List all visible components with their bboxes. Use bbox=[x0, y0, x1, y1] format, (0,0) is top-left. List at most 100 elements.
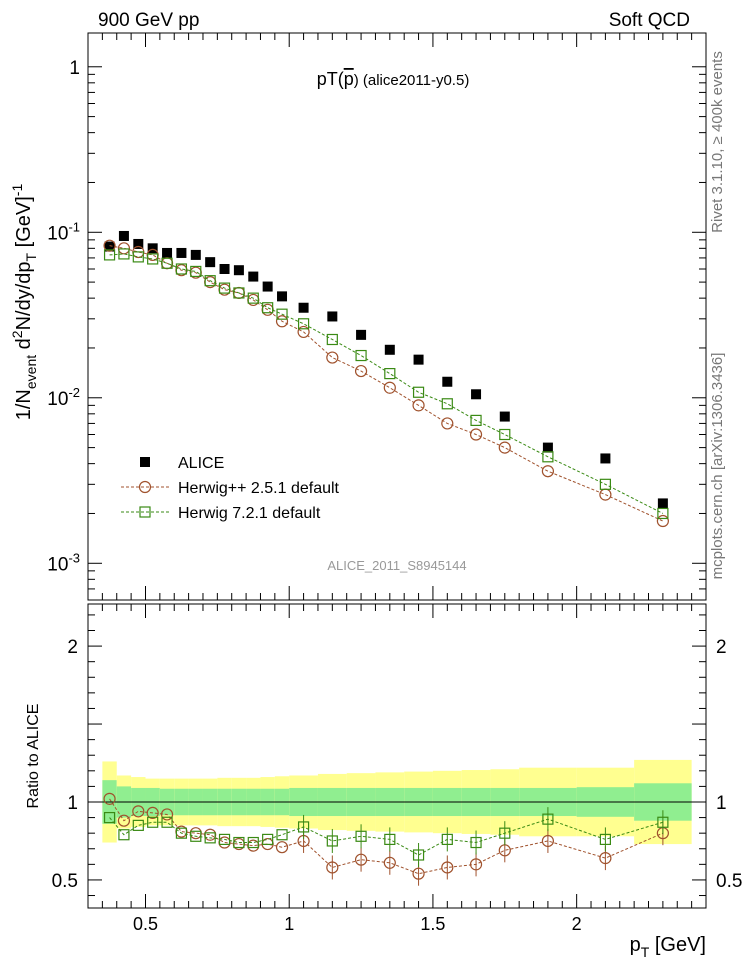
y-tick-label: 1 bbox=[69, 58, 80, 79]
ratio-y-tick-label: 2 bbox=[67, 637, 78, 658]
title-rest: ) (alice2011-y0.5) bbox=[354, 72, 470, 89]
mc-point-herwig7 bbox=[247, 292, 259, 304]
ratio-point-herwigpp bbox=[599, 852, 612, 865]
ratio-point-herwigpp bbox=[146, 806, 159, 820]
ratio-y-tick-label-right: 2 bbox=[716, 637, 727, 658]
mc-point-herwig7 bbox=[412, 386, 425, 398]
mc-point-herwig7 bbox=[542, 451, 554, 463]
ratio-point-herwigpp bbox=[204, 828, 217, 841]
data-point-alice bbox=[542, 442, 553, 453]
data-point-alice bbox=[442, 376, 453, 387]
ylabel-f: T bbox=[23, 252, 39, 261]
mc-point-herwig7 bbox=[499, 428, 511, 441]
ratio-point-herwigpp bbox=[117, 814, 131, 827]
ylabel-g: [GeV] bbox=[13, 196, 35, 253]
data-point-alice bbox=[176, 247, 187, 258]
mcplots-label: mcplots.cern.ch [arXiv:1306.3436] bbox=[709, 353, 726, 580]
data-point-alice bbox=[219, 263, 230, 274]
ratio-y-tick-label-right: 0.5 bbox=[716, 871, 742, 892]
ratio-point-herwig7 bbox=[412, 849, 425, 861]
data-point-alice bbox=[298, 302, 309, 313]
header-left: 900 GeV pp bbox=[98, 10, 199, 31]
ylabel-a: 1/N bbox=[13, 389, 35, 420]
ratio-point-herwig7 bbox=[262, 833, 274, 846]
header-right: Soft QCD bbox=[609, 10, 690, 31]
mc-point-herwigpp bbox=[541, 465, 555, 478]
ratio-point-herwig7 bbox=[190, 830, 202, 842]
mc-point-herwig7 bbox=[262, 302, 274, 314]
mc-point-herwig7 bbox=[355, 349, 367, 362]
mc-point-herwig7 bbox=[118, 248, 130, 260]
mc-point-herwigpp bbox=[441, 417, 454, 430]
ratio-point-herwig7 bbox=[175, 827, 188, 839]
ratio-point-herwig7 bbox=[499, 827, 511, 839]
mc-point-herwig7 bbox=[599, 478, 611, 490]
ratio-point-herwig7 bbox=[118, 829, 130, 841]
ylabel-d: 2 bbox=[9, 330, 25, 338]
ratio-frame bbox=[87, 603, 707, 909]
data-point-alice bbox=[356, 329, 367, 340]
ratio-point-herwig7 bbox=[384, 833, 396, 846]
ratio-point-herwig7 bbox=[355, 830, 367, 842]
main-panel: 1 10-1 10-2 10-3 ALICE Herwig++ 2.5.1 default… bbox=[47, 32, 707, 601]
mc-point-herwig7 bbox=[470, 414, 482, 427]
ratio-point-herwigpp bbox=[383, 856, 396, 869]
plot-texts: 900 GeV pp Soft QCD Rivet 3.1.10, ≥ 400k… bbox=[9, 10, 726, 960]
mc-point-herwig7 bbox=[161, 257, 173, 269]
ratio-point-herwig7 bbox=[297, 821, 310, 833]
main-frame bbox=[87, 32, 707, 601]
mc-point-herwig7 bbox=[233, 287, 245, 299]
chart-title: pT(p) (alice2011-y0.5) bbox=[317, 69, 470, 89]
ratio-point-herwigpp bbox=[412, 867, 425, 880]
legend-label: Herwig++ 2.5.1 default bbox=[178, 480, 340, 497]
title-pbar: p bbox=[344, 69, 354, 89]
mc-point-herwig7 bbox=[204, 275, 216, 287]
mc-point-herwigpp bbox=[297, 325, 310, 339]
mc-point-herwig7 bbox=[175, 263, 188, 275]
data-point-alice bbox=[147, 243, 158, 254]
data-point-alice bbox=[384, 344, 395, 355]
ratio-y-label: Ratio to ALICE bbox=[25, 704, 42, 809]
rivet-label: Rivet 3.1.10, ≥ 400k events bbox=[709, 51, 726, 233]
ylabel-c: d bbox=[13, 338, 35, 355]
ratio-point-herwig7 bbox=[247, 836, 259, 849]
mc-point-herwigpp bbox=[498, 441, 511, 454]
x-tick-label: 1.5 bbox=[420, 914, 445, 934]
mc-point-herwig7 bbox=[384, 367, 396, 380]
data-point-alice bbox=[133, 238, 144, 249]
x-tick-label: 2 bbox=[572, 914, 582, 934]
mc-point-herwigpp bbox=[412, 399, 425, 412]
ratio-point-herwigpp bbox=[541, 834, 555, 848]
ratio-point-herwigpp bbox=[326, 861, 339, 874]
title-main: pT( bbox=[317, 69, 344, 89]
ratio-point-herwigpp bbox=[469, 858, 483, 871]
data-point-alice bbox=[262, 281, 273, 292]
mc-point-herwigpp bbox=[326, 351, 339, 364]
legend-marker-herwig7 bbox=[139, 506, 151, 518]
ratio-point-herwigpp bbox=[354, 853, 368, 866]
ratio-point-herwig7 bbox=[132, 819, 144, 831]
mc-point-herwig7 bbox=[657, 507, 669, 520]
data-point-alice bbox=[104, 241, 115, 252]
x-tick-label: 0.5 bbox=[133, 914, 158, 934]
data-point-alice bbox=[471, 389, 482, 400]
ratio-point-herwigpp bbox=[103, 792, 116, 805]
mc-point-herwig7 bbox=[276, 308, 288, 320]
ratio-point-herwig7 bbox=[161, 816, 173, 828]
watermark: ALICE_2011_S8945144 bbox=[327, 558, 466, 573]
ylabel-e: N/dy/dp bbox=[13, 261, 35, 330]
mc-point-herwig7 bbox=[190, 265, 202, 278]
ylabel-b: event bbox=[23, 355, 39, 389]
ratio-point-herwig7 bbox=[470, 836, 482, 849]
ratio-panel: 0.5 1 1.5 2 0.5 0.5 1 1 2 2 bbox=[52, 603, 742, 934]
y-axis-label: 1/Nevent d2N/dy/dpT [GeV]-1 bbox=[9, 184, 39, 421]
y-tick-label: 10-1 bbox=[47, 219, 80, 244]
y-tick-label: 10-2 bbox=[47, 385, 80, 410]
mc-point-herwig7 bbox=[326, 333, 338, 346]
ratio-point-herwig7 bbox=[276, 829, 288, 841]
ratio-y-tick-label: 1 bbox=[67, 793, 78, 814]
mc-point-herwig7 bbox=[297, 318, 310, 330]
data-point-alice bbox=[657, 498, 668, 509]
legend-label: Herwig 7.2.1 default bbox=[178, 505, 321, 522]
